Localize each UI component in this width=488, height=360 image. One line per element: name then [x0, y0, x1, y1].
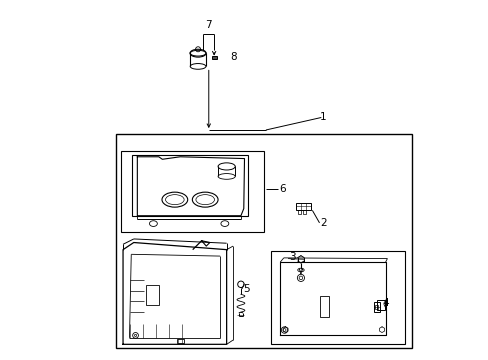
- Bar: [302, 210, 305, 214]
- Bar: [320, 296, 328, 317]
- Text: 4: 4: [382, 298, 388, 308]
- Bar: [374, 305, 378, 309]
- Ellipse shape: [218, 163, 235, 170]
- Bar: [116, 134, 411, 348]
- Bar: [297, 210, 301, 214]
- Bar: [146, 285, 159, 305]
- Text: 3: 3: [289, 252, 295, 262]
- Text: 5: 5: [243, 284, 249, 294]
- Bar: [296, 203, 310, 210]
- Bar: [376, 300, 384, 310]
- Text: 7: 7: [205, 19, 212, 30]
- Text: 6: 6: [279, 184, 285, 194]
- Text: 1: 1: [319, 112, 325, 122]
- Text: 8: 8: [229, 53, 236, 63]
- Bar: [271, 251, 405, 344]
- Text: 2: 2: [319, 218, 325, 228]
- Bar: [176, 339, 183, 343]
- Bar: [121, 152, 264, 232]
- Bar: [211, 56, 217, 59]
- Ellipse shape: [190, 49, 205, 57]
- Bar: [373, 302, 380, 312]
